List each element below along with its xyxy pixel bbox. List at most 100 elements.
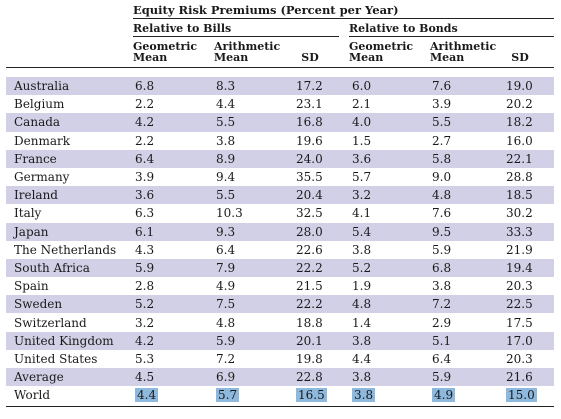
value-cell: 4.4 — [135, 386, 216, 404]
value-cell: 3.9 — [135, 170, 155, 185]
value-cell: 2.9 — [432, 315, 452, 330]
country-cell: United Kingdom — [6, 331, 135, 350]
value-cell: 6.9 — [216, 368, 296, 387]
value-cell: 21.5 — [296, 279, 323, 294]
value-cell: 9.3 — [216, 222, 296, 241]
value-cell: 8.9 — [216, 149, 296, 168]
bottom-rule — [6, 406, 554, 407]
table-row: Australia 6.8 8.3 17.2 6.0 7.6 19.0 — [6, 77, 554, 96]
col-header-arithmetic-bills: Arithmetic Mean — [214, 40, 281, 64]
value-cell: 16.8 — [296, 113, 352, 132]
group-rule-bills — [133, 36, 339, 37]
value-cell: 3.8 — [352, 368, 432, 387]
highlighted-value: 3.8 — [352, 388, 376, 403]
value-cell: 1.4 — [352, 315, 372, 330]
country-cell: Switzerland — [14, 315, 87, 330]
col-header-arithmetic-bonds: Arithmetic Mean — [430, 40, 497, 64]
value-cell: 22.2 — [296, 258, 352, 278]
country-cell: Japan — [6, 222, 135, 241]
value-cell: 9.5 — [432, 222, 506, 241]
country-cell: France — [6, 149, 135, 168]
value-cell: 3.9 — [432, 97, 452, 112]
country-cell: Canada — [6, 113, 135, 132]
value-cell: 3.8 — [352, 331, 432, 350]
value-cell: 35.5 — [296, 170, 323, 185]
value-cell: 6.8 — [135, 77, 216, 96]
table-row: Italy 6.3 10.3 32.5 4.1 7.6 30.2 — [6, 204, 554, 222]
country-cell: Belgium — [14, 97, 65, 112]
value-cell: 3.8 — [432, 279, 452, 294]
value-cell: 30.2 — [506, 206, 533, 221]
table-row: Japan 6.1 9.3 28.0 5.4 9.5 33.3 — [6, 222, 554, 241]
value-cell: 4.8 — [432, 186, 506, 205]
value-cell: 18.2 — [506, 113, 554, 132]
value-cell: 7.5 — [216, 295, 296, 314]
value-cell: 22.1 — [506, 149, 554, 168]
value-cell: 20.2 — [506, 97, 533, 112]
value-cell: 2.8 — [135, 279, 155, 294]
table-row: World 4.4 5.7 16.5 3.8 4.9 15.0 — [6, 386, 554, 404]
value-cell: 32.5 — [296, 206, 323, 221]
value-cell: 4.2 — [135, 113, 216, 132]
table-title: Equity Risk Premiums (Percent per Year) — [133, 3, 399, 17]
country-cell: Ireland — [6, 186, 135, 205]
highlighted-value: 5.7 — [216, 388, 240, 403]
value-cell: 9.0 — [432, 170, 452, 185]
highlighted-value: 15.0 — [506, 388, 537, 403]
value-cell: 20.3 — [506, 279, 533, 294]
value-cell: 7.9 — [216, 258, 296, 278]
value-cell: 6.4 — [135, 149, 216, 168]
group-header-bills: Relative to Bills — [133, 22, 232, 35]
value-cell: 3.6 — [352, 149, 432, 168]
country-cell: World — [14, 388, 50, 403]
value-cell: 21.6 — [506, 368, 554, 387]
value-cell: 7.6 — [432, 206, 452, 221]
country-cell: South Africa — [6, 258, 135, 278]
value-cell: 19.6 — [296, 133, 323, 148]
value-cell: 17.0 — [506, 331, 554, 350]
value-cell: 20.3 — [506, 351, 533, 366]
value-cell: 3.6 — [135, 186, 216, 205]
value-cell: 20.4 — [296, 186, 352, 205]
country-cell: Average — [6, 368, 135, 387]
value-cell: 22.2 — [296, 295, 352, 314]
value-cell: 4.5 — [135, 368, 216, 387]
value-cell: 5.9 — [432, 368, 506, 387]
value-cell: 6.0 — [352, 77, 432, 96]
country-cell: The Netherlands — [14, 242, 117, 257]
value-cell: 6.8 — [432, 258, 506, 278]
value-cell: 5.9 — [135, 258, 216, 278]
value-cell: 3.8 — [352, 386, 432, 404]
highlighted-value: 4.4 — [135, 388, 159, 403]
value-cell: 22.6 — [296, 242, 323, 257]
value-cell: 2.2 — [135, 133, 155, 148]
value-cell: 1.9 — [352, 279, 372, 294]
table-row: United Kingdom 4.2 5.9 20.1 3.8 5.1 17.0 — [6, 331, 554, 350]
country-cell: Spain — [14, 279, 49, 294]
value-cell: 5.5 — [216, 186, 296, 205]
value-cell: 23.1 — [296, 97, 323, 112]
country-cell: Denmark — [14, 133, 70, 148]
table-row: Ireland 3.6 5.5 20.4 3.2 4.8 18.5 — [6, 186, 554, 205]
value-cell: 5.2 — [135, 295, 216, 314]
value-cell: 17.5 — [506, 315, 533, 330]
country-cell: Australia — [6, 77, 135, 96]
value-cell: 5.1 — [432, 331, 506, 350]
value-cell: 6.4 — [432, 351, 452, 366]
country-cell: Italy — [14, 206, 42, 221]
value-cell: 5.9 — [216, 331, 296, 350]
value-cell: 2.7 — [432, 133, 452, 148]
value-cell: 4.4 — [216, 97, 236, 112]
value-cell: 5.3 — [135, 351, 155, 366]
value-cell: 2.2 — [135, 97, 155, 112]
value-cell: 19.8 — [296, 351, 323, 366]
table-row: The Netherlands 4.3 6.4 22.6 3.8 5.9 21.9 — [6, 241, 554, 259]
table-row: Average 4.5 6.9 22.8 3.8 5.9 21.6 — [6, 368, 554, 387]
value-cell: 5.5 — [216, 113, 296, 132]
table-row: Germany 3.9 9.4 35.5 5.7 9.0 28.8 — [6, 168, 554, 186]
value-cell: 20.1 — [296, 331, 352, 350]
value-cell: 4.3 — [135, 242, 155, 257]
value-cell: 1.5 — [352, 133, 372, 148]
col-header-geometric-bonds: Geometric Mean — [349, 40, 414, 64]
